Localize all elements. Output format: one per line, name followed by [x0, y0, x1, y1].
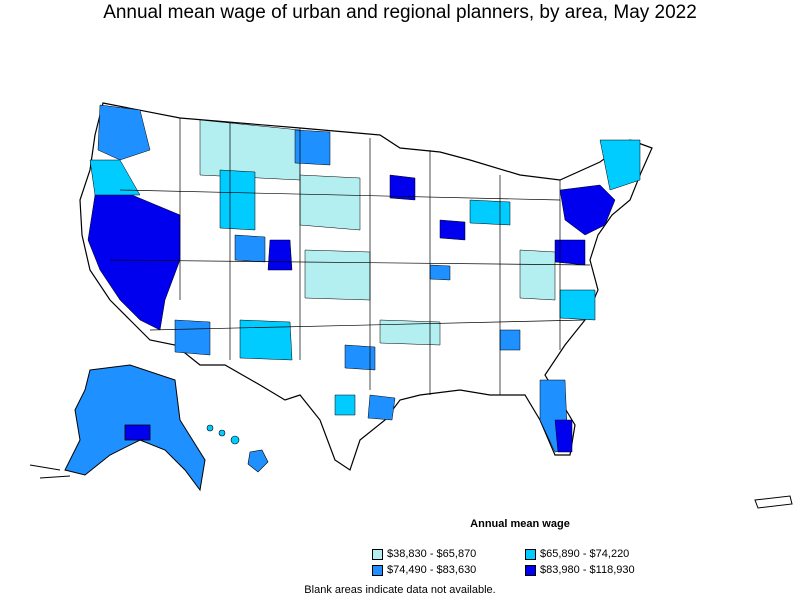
alaska-islands	[29, 464, 71, 479]
legend-label-4: $83,980 - $118,930	[540, 564, 635, 576]
footnote: Blank areas indicate data not available.	[304, 584, 496, 596]
legend-item-1: $38,830 - $65,870	[372, 548, 476, 560]
legend-item-3: $74,490 - $83,630	[372, 564, 476, 576]
legend-swatch-4	[525, 564, 536, 576]
legend: Annual mean wage $38,830 - $65,870 $65,8…	[370, 518, 670, 576]
legend-item-4: $83,980 - $118,930	[525, 564, 635, 576]
legend-swatch-1	[372, 548, 383, 560]
legend-label-1: $38,830 - $65,870	[387, 548, 477, 560]
legend-swatch-2	[525, 548, 536, 560]
legend-label-2: $65,890 - $74,220	[540, 548, 630, 560]
legend-title: Annual mean wage	[470, 518, 570, 530]
legend-item-2: $65,890 - $74,220	[525, 548, 629, 560]
state-borders	[109, 118, 591, 395]
legend-label-3: $74,490 - $83,630	[387, 564, 477, 576]
legend-swatch-3	[372, 564, 383, 576]
hawaii-shape	[206, 424, 269, 473]
alaska-south-region	[124, 424, 151, 441]
wage-regions	[87, 104, 641, 453]
map-title: Annual mean wage of urban and regional p…	[103, 2, 697, 23]
puerto-rico-shape	[754, 495, 793, 509]
